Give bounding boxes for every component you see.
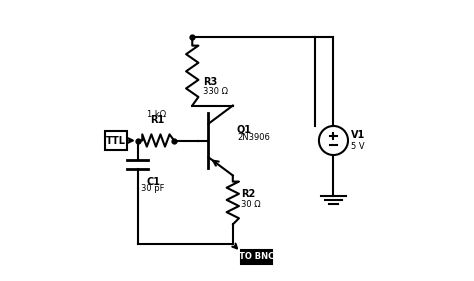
Text: 30 pF: 30 pF: [141, 184, 165, 193]
Text: 330 Ω: 330 Ω: [203, 87, 228, 96]
FancyBboxPatch shape: [105, 131, 128, 150]
Text: C1: C1: [146, 177, 160, 187]
Text: TTL: TTL: [106, 135, 126, 146]
Text: Q1: Q1: [237, 124, 252, 134]
Text: 1 kΩ: 1 kΩ: [147, 110, 166, 119]
Text: TO BNC: TO BNC: [239, 252, 274, 261]
Text: 2N3906: 2N3906: [237, 133, 270, 142]
Text: R1: R1: [150, 115, 164, 125]
Text: V1: V1: [351, 130, 365, 140]
FancyBboxPatch shape: [241, 250, 273, 264]
Text: R2: R2: [241, 189, 255, 199]
Text: 5 V: 5 V: [351, 142, 365, 151]
Text: R3: R3: [203, 77, 217, 87]
Text: 30 Ω: 30 Ω: [241, 200, 260, 209]
